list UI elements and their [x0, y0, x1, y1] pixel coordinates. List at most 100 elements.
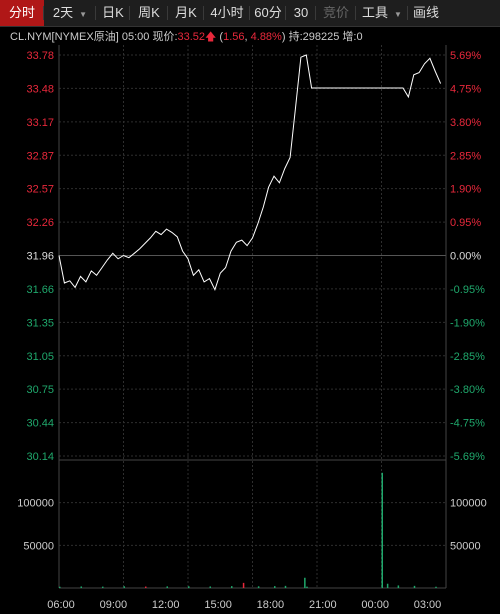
volume-bar [188, 586, 190, 588]
percent-tick-label: 5.69% [450, 50, 481, 62]
tab-label: 2天 [52, 5, 74, 20]
tab-divider [407, 6, 408, 20]
tab-label: 分时 [8, 5, 35, 20]
tab-tools[interactable]: 工具 ▼ [356, 0, 408, 26]
price-tick-label: 31.66 [26, 284, 54, 296]
volume-bar [242, 582, 245, 588]
tab-divider [95, 6, 96, 20]
tab-divider [129, 6, 130, 20]
price-line [58, 54, 442, 292]
tab-auction[interactable]: 竞价 [316, 0, 356, 26]
price-change-percent: 4.88% [250, 31, 282, 43]
chart-grid [58, 45, 447, 589]
price-tick-label: 33.78 [26, 50, 54, 62]
price-change: 1.56 [223, 31, 245, 43]
tab-divider [249, 6, 250, 20]
percent-tick-label: 0.00% [450, 251, 481, 263]
tab-divider [315, 6, 316, 20]
tab-label: 30 [293, 5, 309, 20]
tab-divider [355, 6, 356, 20]
time-tick-label: 18:00 [257, 599, 285, 611]
price-tick-label: 33.17 [26, 117, 54, 129]
volume-bar [102, 586, 104, 588]
percent-tick-label: 3.80% [450, 117, 481, 129]
volume-bar [304, 577, 306, 588]
tab-intraday[interactable]: 分时 [0, 0, 44, 26]
volume-bar [209, 586, 211, 588]
change-close-paren: ) [281, 31, 286, 43]
quote-info-bar: CL.NYM[NYMEX原油] 05:00 现价:33.52🡅 (1.56, 4… [10, 28, 363, 46]
time-tick-label: 12:00 [152, 599, 180, 611]
time-tick-label: 00:00 [361, 599, 389, 611]
price-axis-labels: 33.78 33.48 33.17 32.87 32.57 32.26 31.96 31.66… [26, 50, 54, 463]
quote-time: 05:00 [121, 31, 150, 43]
price-tick-label: 31.35 [26, 317, 54, 329]
tab-60min[interactable]: 60分 [250, 0, 286, 26]
tab-label: 画线 [412, 5, 439, 20]
price-tick-label: 31.96 [26, 251, 54, 263]
change-open-paren: ( [219, 31, 224, 43]
increase-label: 增: [342, 31, 357, 43]
volume-bar [145, 586, 147, 588]
tab-divider [203, 6, 204, 20]
tab-2day[interactable]: 2天 ▼ [44, 0, 96, 26]
percent-tick-label: -2.85% [450, 351, 485, 363]
tab-label: 工具 [362, 5, 389, 20]
tab-30min[interactable]: 30 [286, 0, 316, 26]
volume-bar [381, 472, 383, 588]
volume-bar [386, 583, 389, 588]
price-tick-label: 31.05 [26, 351, 54, 363]
open-interest: 298225 [302, 31, 340, 43]
tab-label: 月K [175, 5, 197, 20]
volume-bar [123, 586, 125, 588]
volume-bar [166, 586, 168, 588]
price-tick-label: 30.44 [26, 418, 54, 430]
tab-label: 4小时 [210, 5, 244, 20]
tab-daily-k[interactable]: 日K [96, 0, 130, 26]
symbol-name: CL.NYM[NYMEX原油] [10, 31, 119, 43]
volume-bar [274, 586, 276, 588]
tab-label: 60分 [254, 5, 282, 20]
percent-tick-label: -4.75% [450, 418, 485, 430]
tab-4hour[interactable]: 4小时 [204, 0, 250, 26]
arrow-up-icon: 🡅 [205, 31, 217, 43]
price-tick-label: 30.75 [26, 384, 54, 396]
dropdown-arrow-icon: ▼ [79, 10, 88, 19]
period-tab-bar: 分时 2天 ▼ 日K 周K 月K 4小时 60分 30 竞价 工具 ▼ 画线 [0, 0, 500, 27]
percent-tick-label: -1.90% [450, 317, 485, 329]
tab-label: 日K [102, 5, 124, 20]
volume-bar [397, 585, 400, 588]
volume-bars [59, 472, 437, 588]
volume-axis-labels: 100000 100000 50000 50000 [17, 498, 486, 553]
volume-bar [435, 586, 437, 588]
tab-weekly-k[interactable]: 周K [130, 0, 168, 26]
time-tick-label: 09:00 [100, 599, 128, 611]
volume-bar [59, 586, 61, 588]
tab-monthly-k[interactable]: 月K [168, 0, 204, 26]
tab-draw-line[interactable]: 画线 [408, 0, 444, 26]
open-interest-increase: 0 [356, 31, 363, 43]
percent-tick-label: -0.95% [450, 284, 485, 296]
time-tick-label: 15:00 [204, 599, 232, 611]
volume-bar [284, 585, 287, 588]
percent-tick-label: 2.85% [450, 150, 481, 162]
price-tick-label: 30.14 [26, 451, 54, 463]
volume-bar [257, 586, 260, 588]
percent-tick-label: 0.95% [450, 217, 481, 229]
volume-bar [306, 586, 308, 588]
price-tick-label: 32.57 [26, 184, 54, 196]
time-tick-label: 06:00 [47, 599, 75, 611]
tab-divider [43, 6, 44, 20]
tab-divider [167, 6, 168, 20]
dropdown-arrow-icon: ▼ [394, 10, 402, 19]
volume-tick-label: 50000 [23, 540, 54, 552]
time-axis-labels: 06:00 09:00 12:00 15:00 18:00 21:00 00:00 03:00 [47, 599, 441, 611]
hold-label: 持: [288, 31, 303, 43]
price-label: 现价: [152, 31, 178, 43]
volume-bar [80, 586, 82, 588]
volume-bar [413, 585, 416, 588]
volume-tick-label: 100000 [17, 498, 54, 510]
tab-divider [285, 6, 286, 20]
current-price: 33.52 [177, 31, 206, 43]
